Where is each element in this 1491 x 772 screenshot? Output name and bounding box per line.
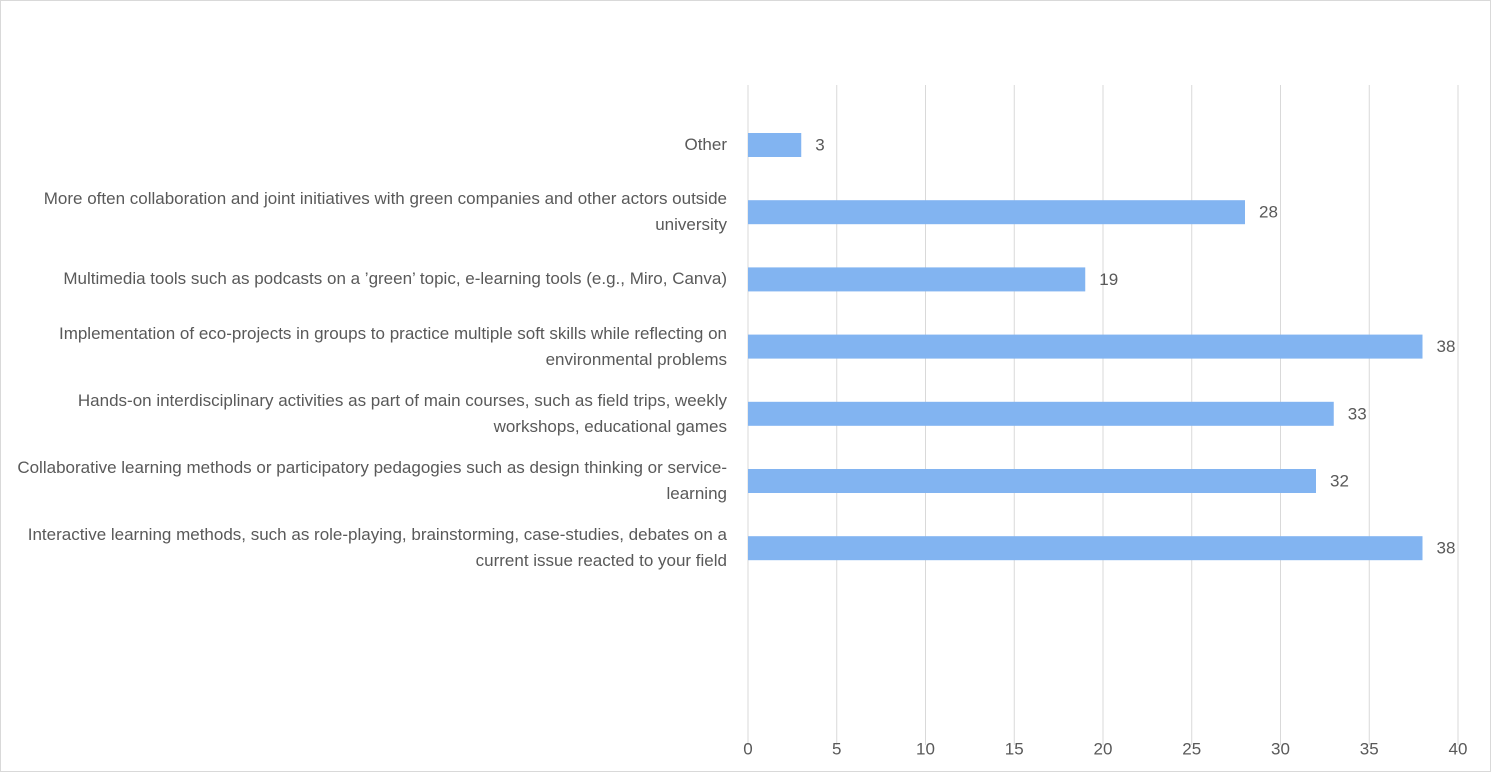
value-label: 38 <box>1437 337 1456 356</box>
value-label: 28 <box>1259 203 1278 222</box>
bar <box>748 200 1245 225</box>
value-label: 3 <box>815 135 824 154</box>
category-label: Collaborative learning methods or partic… <box>17 458 727 503</box>
bar <box>748 536 1423 561</box>
bar <box>748 133 802 157</box>
category-label: Implementation of eco-projects in groups… <box>58 323 727 369</box>
category-label: Hands-on interdisciplinary activities as… <box>77 390 727 436</box>
x-tick-label: 5 <box>832 739 841 758</box>
x-tick-label: 35 <box>1360 739 1379 758</box>
value-label: 33 <box>1348 404 1367 423</box>
bar <box>748 267 1086 292</box>
x-tick-label: 15 <box>1005 739 1024 758</box>
bar <box>748 401 1334 426</box>
x-tick-label: 40 <box>1449 739 1468 758</box>
x-tick-label: 20 <box>1094 739 1113 758</box>
category-label: Multimedia tools such as podcasts on a ’… <box>63 269 727 289</box>
value-label: 38 <box>1437 539 1456 558</box>
value-label: 19 <box>1099 270 1118 289</box>
x-tick-label: 10 <box>916 739 935 758</box>
category-label: Interactive learning methods, such as ro… <box>27 525 727 571</box>
bar <box>748 334 1423 359</box>
x-tick-label: 30 <box>1271 739 1290 758</box>
x-tick-label: 0 <box>743 739 752 758</box>
category-label: Other <box>684 135 727 154</box>
bar <box>748 469 1316 493</box>
category-label: More often collaboration and joint initi… <box>43 189 727 235</box>
value-label: 32 <box>1330 471 1349 490</box>
x-tick-label: 25 <box>1182 739 1201 758</box>
